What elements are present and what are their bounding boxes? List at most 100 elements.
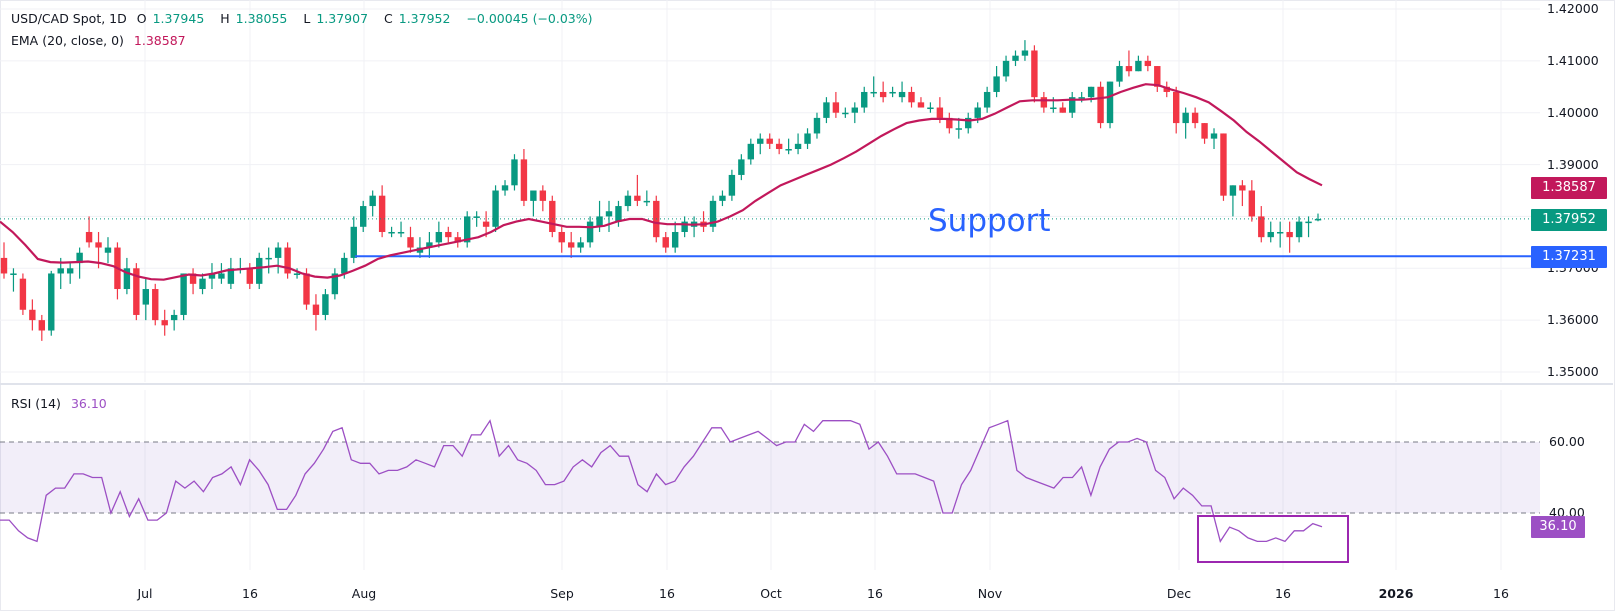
support-annotation[interactable]: Support — [928, 203, 1051, 239]
candle-body — [870, 91, 877, 94]
candle-body — [974, 107, 981, 118]
candle-body — [738, 159, 745, 175]
low-value: L 1.37907 — [303, 11, 369, 26]
price-axis-label: 1.42000 — [1547, 1, 1599, 16]
candle-body — [1125, 66, 1133, 72]
candle-body — [76, 252, 83, 264]
candle-body — [1182, 112, 1189, 124]
candle-body — [473, 216, 480, 218]
ema-line — [0, 83, 1323, 281]
candle-body — [1116, 66, 1123, 82]
time-axis-label: Aug — [351, 586, 377, 601]
candle-body — [104, 247, 112, 253]
candle-body — [246, 268, 253, 284]
price-axis-label: 1.41000 — [1547, 52, 1599, 68]
rsi-value: 36.10 — [70, 396, 107, 411]
rsi-highlight-box — [1197, 515, 1349, 563]
ema-value: 1.38587 — [133, 33, 186, 48]
candle-body — [501, 185, 509, 191]
rsi-line — [0, 419, 1323, 543]
rsi-label: RSI (14) — [11, 396, 61, 411]
candle-body — [369, 195, 376, 207]
candle-body — [775, 143, 783, 150]
ema-label: EMA (20, close, 0) — [11, 33, 124, 48]
rsi-axis-label: 60.00 — [1549, 434, 1585, 449]
candle-body — [1229, 185, 1237, 196]
candle-body — [1220, 133, 1227, 196]
candle-body — [586, 221, 594, 243]
candle-body — [624, 195, 632, 207]
candle-body — [1314, 218, 1322, 221]
candle-body — [605, 211, 613, 217]
candle-body — [757, 138, 764, 144]
candle-body — [785, 149, 792, 151]
candle-body — [464, 216, 471, 243]
candle-body — [10, 273, 17, 275]
candle-body — [861, 91, 868, 108]
candle-body — [983, 91, 991, 108]
support-price-tag: 1.37231 — [1531, 246, 1607, 268]
rsi-band — [0, 442, 1540, 513]
symbol-title: USD/CAD Spot, 1D — [11, 11, 127, 26]
candle-body — [1059, 107, 1066, 113]
price-axis-label: 1.40000 — [1547, 104, 1599, 120]
candle-body — [0, 257, 8, 274]
candle-body — [917, 102, 925, 108]
high-value: H 1.38055 — [220, 11, 288, 26]
candle-body — [303, 273, 310, 305]
candle-body — [161, 320, 168, 326]
candle-body — [1087, 86, 1095, 98]
candle-body — [1173, 91, 1180, 124]
candle-body — [662, 237, 669, 248]
time-axis-label: Sep — [550, 586, 574, 601]
candle-body — [832, 102, 840, 113]
candle-body — [1106, 81, 1114, 124]
candle-body — [879, 91, 887, 98]
candle-body — [794, 143, 802, 150]
candle-body — [719, 195, 726, 201]
candle-body — [19, 278, 27, 310]
candle-body — [728, 174, 736, 196]
candle-body — [38, 320, 46, 331]
candle-body — [312, 304, 320, 315]
candle-body — [558, 231, 565, 243]
candle-body — [378, 195, 386, 232]
candle-body — [851, 107, 858, 113]
candle-body — [908, 91, 915, 103]
candle-body — [1031, 50, 1038, 98]
candle-body — [360, 206, 367, 227]
close-value: C 1.37952 — [384, 11, 451, 26]
candle-body — [1163, 86, 1170, 92]
candle-body — [709, 200, 717, 227]
candle-body — [208, 273, 216, 279]
open-value: O 1.37945 — [136, 11, 205, 26]
candle-body — [293, 273, 301, 275]
candle-body — [218, 273, 225, 279]
candle-body — [95, 242, 102, 248]
candle-body — [823, 102, 830, 118]
time-axis-label: Oct — [760, 586, 782, 601]
candle-body — [577, 242, 584, 248]
symbol-legend[interactable]: USD/CAD Spot, 1D O 1.37945 H 1.38055 L 1.37… — [11, 11, 599, 26]
candle-body — [1097, 86, 1104, 124]
candle-body — [227, 268, 235, 284]
price-axis-label: 1.36000 — [1547, 312, 1599, 328]
candle-body — [1144, 60, 1152, 67]
candle-body — [152, 289, 159, 321]
candle-body — [615, 206, 622, 222]
candle-body — [804, 133, 811, 144]
candle-body — [1021, 50, 1029, 56]
time-axis-label: 16 — [1493, 586, 1509, 601]
time-axis-label: 2026 — [1378, 586, 1414, 601]
ema-legend[interactable]: EMA (20, close, 0) 1.38587 — [11, 33, 192, 48]
candle-body — [965, 117, 972, 129]
candle-body — [643, 200, 651, 203]
candle-body — [397, 231, 405, 234]
candle-body — [142, 289, 149, 305]
candle-body — [747, 143, 755, 160]
price-axis-label: 1.35000 — [1547, 364, 1599, 379]
rsi-legend[interactable]: RSI (14) 36.10 — [11, 396, 113, 411]
candle-body — [199, 278, 206, 290]
candle-body — [955, 128, 962, 130]
